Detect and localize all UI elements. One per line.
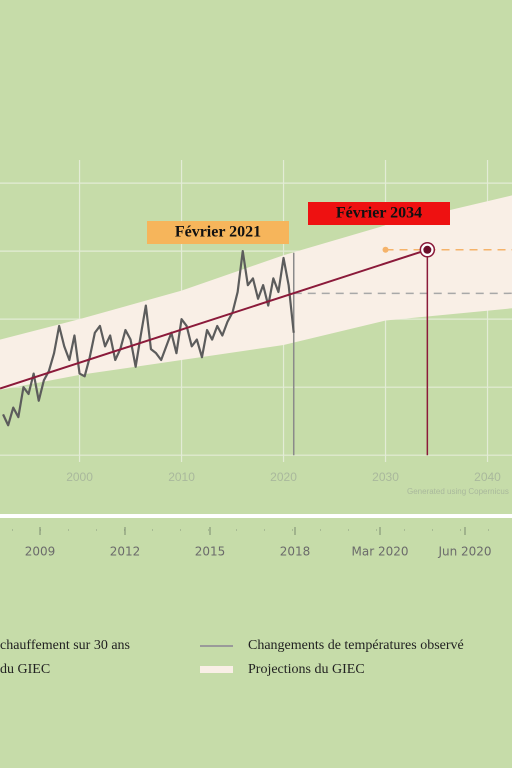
timeline-label: 2009 xyxy=(25,545,56,559)
observed-line xyxy=(2,250,295,427)
legend: chauffement sur 30 ans du GIEC Changements… xyxy=(0,638,464,677)
annotation-label: Février 2021 xyxy=(175,224,261,241)
separator xyxy=(0,514,512,518)
x-tick-label: 2020 xyxy=(270,470,297,484)
x-tick-label: 2000 xyxy=(66,470,93,484)
x-tick-label: 2040 xyxy=(474,470,501,484)
annotation-box xyxy=(147,221,289,244)
timeline-label: Jun 2020 xyxy=(437,545,491,559)
timeline: 2009 2012 2015 2018 Mar 2020 Jun 2020 xyxy=(25,527,492,559)
legend-label: Projections du GIEC xyxy=(248,662,365,677)
annotation-label: Février 2034 xyxy=(336,205,422,222)
annotation-box xyxy=(308,202,450,225)
trend-line xyxy=(0,248,428,390)
legend-swatch xyxy=(200,666,233,673)
reference-start xyxy=(382,246,389,253)
timeline-label: Mar 2020 xyxy=(352,545,409,559)
timeline-label: 2018 xyxy=(280,545,311,559)
x-tick-label: 2010 xyxy=(168,470,195,484)
credit: Generated using Copernicus xyxy=(407,487,509,496)
legend-label: Changements de températures observé xyxy=(248,638,464,653)
legend-label: du GIEC xyxy=(0,662,50,677)
timeline-label: 2012 xyxy=(110,545,141,559)
legend-label: chauffement sur 30 ans xyxy=(0,638,130,653)
annotation-marker-dot xyxy=(423,245,432,254)
timeline-label: 2015 xyxy=(195,545,226,559)
x-tick-label: 2030 xyxy=(372,470,399,484)
